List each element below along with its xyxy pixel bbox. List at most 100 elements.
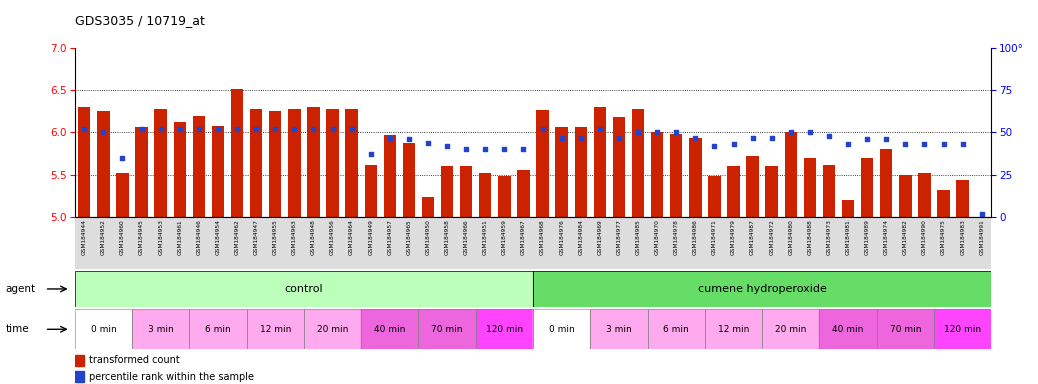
Bar <box>364 165 377 217</box>
Point <box>419 139 436 146</box>
Bar <box>686 217 705 269</box>
Point <box>401 136 417 142</box>
Text: GSM184954: GSM184954 <box>216 220 220 255</box>
Bar <box>514 217 534 269</box>
Bar <box>75 217 93 269</box>
Point <box>210 126 226 132</box>
Text: 40 min: 40 min <box>832 325 864 334</box>
Point <box>114 155 131 161</box>
Bar <box>75 271 534 307</box>
Text: GSM184989: GSM184989 <box>865 220 870 255</box>
Bar <box>304 309 361 349</box>
Bar <box>495 217 514 269</box>
Bar <box>517 170 529 217</box>
Text: GSM184975: GSM184975 <box>941 220 946 255</box>
Bar <box>594 107 606 217</box>
Bar <box>762 217 782 269</box>
Text: GSM184983: GSM184983 <box>960 220 965 255</box>
Bar <box>247 309 304 349</box>
Point <box>171 126 188 132</box>
Bar <box>934 217 953 269</box>
Bar <box>537 110 549 217</box>
Point <box>630 129 647 136</box>
Bar <box>480 173 491 217</box>
Bar <box>380 217 400 269</box>
Bar <box>651 132 663 217</box>
Point <box>515 146 531 152</box>
Text: GSM184964: GSM184964 <box>349 220 354 255</box>
Bar <box>307 107 320 217</box>
Bar <box>552 217 571 269</box>
Bar <box>861 158 873 217</box>
Text: GSM184961: GSM184961 <box>177 220 183 255</box>
Bar <box>132 309 189 349</box>
Bar <box>803 158 816 217</box>
Text: 20 min: 20 min <box>775 325 807 334</box>
Bar <box>247 309 304 349</box>
Text: GSM184960: GSM184960 <box>120 220 125 255</box>
Bar <box>475 309 534 349</box>
Text: 6 min: 6 min <box>206 325 230 334</box>
Text: 40 min: 40 min <box>374 325 406 334</box>
Text: GSM184977: GSM184977 <box>617 220 622 255</box>
Text: 6 min: 6 min <box>663 325 689 334</box>
Bar <box>266 217 284 269</box>
Bar <box>247 217 266 269</box>
Text: GSM184944: GSM184944 <box>82 220 87 255</box>
Bar <box>361 309 418 349</box>
Bar <box>689 137 702 217</box>
Bar <box>705 309 762 349</box>
Bar <box>534 271 1001 307</box>
Text: 70 min: 70 min <box>432 325 463 334</box>
Bar <box>132 217 152 269</box>
Bar <box>75 355 84 366</box>
Point <box>477 146 494 152</box>
Bar <box>591 217 609 269</box>
Text: GSM184991: GSM184991 <box>979 220 984 255</box>
Text: GSM184990: GSM184990 <box>922 220 927 255</box>
Text: GSM184966: GSM184966 <box>464 220 469 255</box>
Bar <box>361 217 380 269</box>
Text: GSM184963: GSM184963 <box>292 220 297 255</box>
Point <box>763 134 780 141</box>
Point <box>305 126 322 132</box>
Point <box>687 134 704 141</box>
Point <box>801 129 818 136</box>
Text: 0 min: 0 min <box>90 325 116 334</box>
Bar <box>880 149 893 217</box>
Point <box>133 126 149 132</box>
Bar <box>842 200 854 217</box>
Point <box>726 141 742 147</box>
Text: GSM184981: GSM184981 <box>846 220 850 255</box>
Point <box>572 134 589 141</box>
Bar <box>441 166 454 217</box>
Point <box>76 126 92 132</box>
Bar <box>460 166 472 217</box>
Text: GSM184987: GSM184987 <box>750 220 755 255</box>
Text: agent: agent <box>5 284 35 294</box>
Bar <box>189 309 247 349</box>
Point <box>935 141 952 147</box>
Bar <box>189 217 209 269</box>
Bar <box>632 109 645 217</box>
Point <box>917 141 933 147</box>
Bar <box>475 309 534 349</box>
Bar <box>823 165 836 217</box>
Bar <box>93 217 113 269</box>
Point <box>324 126 340 132</box>
Bar <box>705 217 723 269</box>
Text: GSM184979: GSM184979 <box>731 220 736 255</box>
Bar <box>289 109 301 217</box>
Bar <box>648 309 705 349</box>
Text: percentile rank within the sample: percentile rank within the sample <box>89 372 254 382</box>
Bar <box>438 217 457 269</box>
Point <box>248 126 265 132</box>
Bar <box>75 309 132 349</box>
Bar <box>609 217 628 269</box>
Bar <box>75 309 132 349</box>
Bar <box>762 309 819 349</box>
Text: GSM184947: GSM184947 <box>253 220 258 255</box>
Bar <box>209 217 227 269</box>
Bar <box>819 309 877 349</box>
Text: GSM184988: GSM184988 <box>808 220 813 255</box>
